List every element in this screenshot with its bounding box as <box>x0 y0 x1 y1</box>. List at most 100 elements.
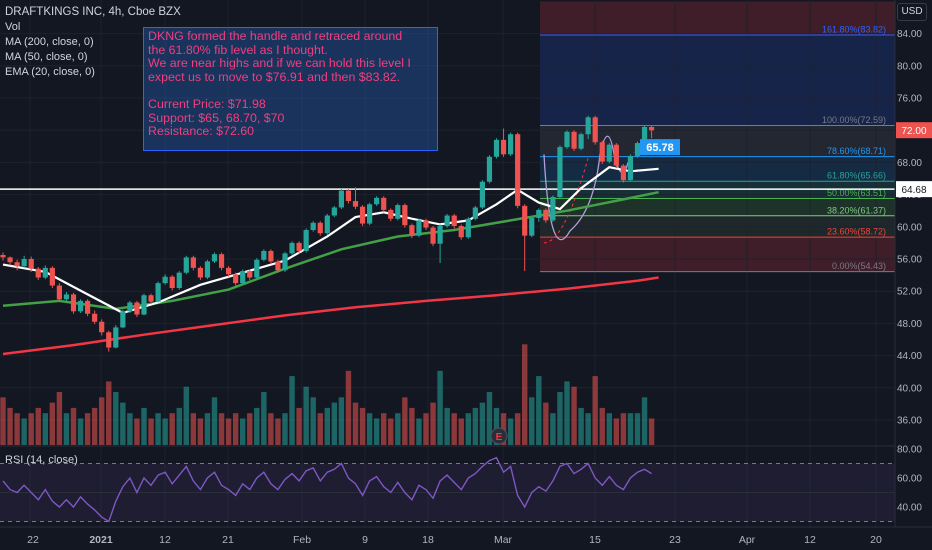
legend-ma50[interactable]: MA (50, close, 0) <box>5 51 88 63</box>
volume-bar <box>317 413 323 445</box>
volume-bar <box>437 370 443 445</box>
candle-body <box>247 271 253 278</box>
volume-bar <box>395 413 401 445</box>
time-tick: 2021 <box>89 534 113 546</box>
earnings-circle <box>490 427 508 445</box>
candle-body <box>303 230 309 251</box>
volume-bar <box>416 418 422 445</box>
price-tick: 48.00 <box>897 319 922 330</box>
candle-body <box>99 321 105 333</box>
currency-button[interactable]: USD <box>897 3 927 21</box>
candle-body <box>141 295 147 315</box>
candle-body <box>557 147 563 198</box>
volume-bar <box>444 407 450 445</box>
annotation-note[interactable]: DKNG formed the handle and retraced arou… <box>143 27 438 151</box>
candle-body <box>437 225 443 244</box>
volume-bar <box>141 407 147 445</box>
time-axis[interactable]: 22 2021 12 21 Feb 9 18 Mar 15 23 Apr 12 20 <box>0 526 932 546</box>
symbol-title[interactable]: DRAFTKINGS INC, 4h, Cboe BZX <box>5 6 181 18</box>
candle-body <box>613 144 619 166</box>
volume-bar <box>571 386 577 445</box>
volume-bar <box>14 413 20 445</box>
volume-bar <box>522 344 528 445</box>
price-tick: 68.00 <box>897 158 922 169</box>
volume-bar <box>49 402 56 445</box>
volume-bar <box>91 407 98 445</box>
candle-body <box>543 209 549 221</box>
volume-bar <box>28 413 34 445</box>
volume-bar <box>190 413 197 445</box>
volume-bar <box>70 407 77 445</box>
volume-bar <box>493 407 500 445</box>
candle-body <box>430 227 436 244</box>
volume-bar <box>155 413 161 445</box>
candle-body <box>28 259 34 269</box>
legend-vol[interactable]: Vol <box>5 21 21 33</box>
note-line: the 61.80% fib level as I thought. <box>148 42 328 57</box>
volume-bar <box>7 407 13 445</box>
candle-body <box>641 126 648 144</box>
candle-body <box>85 300 91 314</box>
candle-body <box>7 257 13 263</box>
time-tick: 9 <box>362 534 368 546</box>
candle-body <box>169 276 175 288</box>
legend-ema20[interactable]: EMA (20, close, 0) <box>5 66 95 78</box>
candle-body <box>472 207 478 219</box>
volume-bar <box>42 413 48 445</box>
volume-bar <box>345 370 352 445</box>
candle-body <box>148 295 154 302</box>
fib-level-label: 100.00%(72.59) <box>822 115 886 125</box>
time-tick: 18 <box>422 534 434 546</box>
volume-bar <box>310 397 316 445</box>
rsi-pane: RSI (14, close) <box>0 454 895 523</box>
candle-body <box>465 218 471 238</box>
volume-bar <box>331 402 338 445</box>
fib-levels: 161.80%(83.82) 100.00%(72.59) 78.60%(68.71… <box>540 25 895 273</box>
volume-bar <box>303 386 309 445</box>
candle-body <box>359 206 366 224</box>
time-tick: 23 <box>669 534 681 546</box>
volume-bar <box>592 376 598 445</box>
candle-body <box>21 259 27 267</box>
volume-bar <box>211 397 218 445</box>
candle-body <box>620 165 626 181</box>
volume-bar <box>352 402 359 445</box>
note-line: Resistance: $72.60 <box>148 124 255 139</box>
price-tick: 80.00 <box>897 61 922 72</box>
volume-bar <box>106 381 112 445</box>
volume-bar <box>77 418 84 445</box>
candle-body <box>381 197 387 210</box>
earnings-marker[interactable]: E <box>490 427 508 445</box>
price-tick: 76.00 <box>897 94 922 105</box>
volume-bar <box>486 392 493 445</box>
cup-rim-dash <box>543 158 589 244</box>
candle-body <box>444 215 450 226</box>
candle-body <box>92 313 98 322</box>
candle-body <box>345 190 352 202</box>
last-price-text: 72.00 <box>901 126 926 137</box>
note-line: DKNG formed the handle and retraced arou… <box>148 29 403 43</box>
volume-bar <box>113 392 119 445</box>
time-tick: 12 <box>159 534 171 546</box>
candle-body <box>550 197 556 221</box>
volume-bar <box>134 418 140 445</box>
fib-level-label: 78.60%(68.71) <box>827 146 886 156</box>
volume-bar <box>627 413 634 445</box>
candle-body <box>599 142 605 162</box>
volume-bar <box>282 413 288 445</box>
candle-body <box>106 332 112 348</box>
time-tick: 22 <box>27 534 39 546</box>
rsi-label: RSI (14, close) <box>5 454 78 466</box>
volume-bar <box>120 402 126 445</box>
candle-body <box>176 272 182 288</box>
price-axis[interactable]: 84.0080.0076.0072.0068.0064.0060.0056.00… <box>894 0 932 527</box>
fib-level-label: 0.00%(54.43) <box>832 261 886 271</box>
candle-body <box>190 257 196 268</box>
candle-body <box>331 207 337 216</box>
volume-bar <box>507 418 514 445</box>
volume-bar <box>176 407 182 445</box>
candle-body <box>254 259 260 278</box>
volume-bar <box>366 413 373 445</box>
legend-ma200[interactable]: MA (200, close, 0) <box>5 36 94 48</box>
